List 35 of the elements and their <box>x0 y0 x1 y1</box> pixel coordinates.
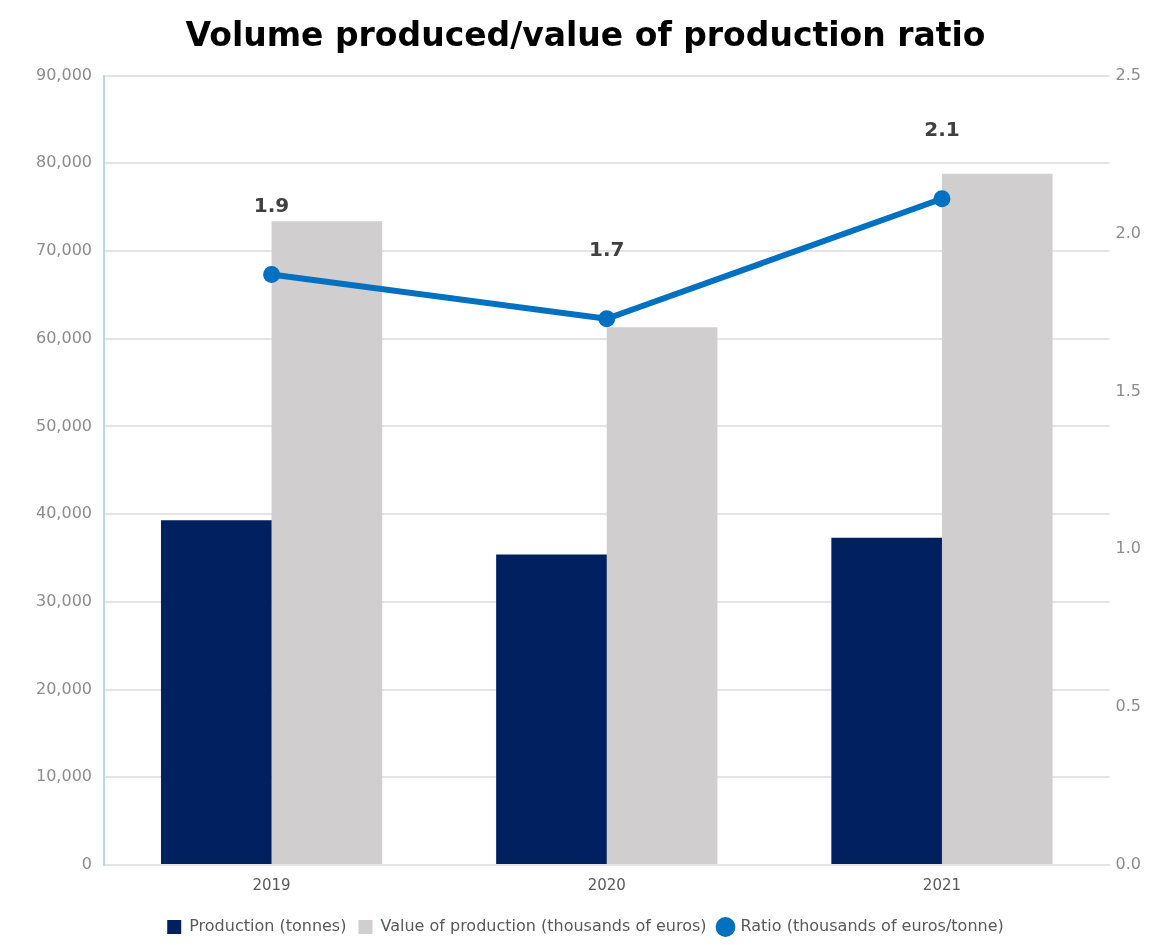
y2-tick-label: 2.5 <box>1115 64 1142 84</box>
y-tick-label: 60,000 <box>36 327 92 347</box>
data-label: 1.7 <box>589 236 625 261</box>
x-tick-label: 2019 <box>252 875 291 894</box>
legend-label: Production (tonnes) <box>189 916 347 936</box>
chart-title: Volume produced/value of production ratio <box>185 15 986 55</box>
y2-tick-label: 0.5 <box>1115 696 1142 716</box>
y-tick-label: 20,000 <box>36 678 92 698</box>
y2-tick-label: 1.5 <box>1115 380 1142 400</box>
y2-tick-label: 2.0 <box>1115 222 1142 242</box>
legend-label: Value of production (thousands of euros) <box>380 916 707 936</box>
bar <box>941 173 1053 864</box>
bar <box>160 520 272 864</box>
y-tick-label: 80,000 <box>36 152 92 172</box>
bar <box>831 537 942 864</box>
y-tick-label: 30,000 <box>36 591 92 611</box>
x-tick-label: 2021 <box>922 875 962 894</box>
y-tick-label: 50,000 <box>36 415 92 435</box>
x-tick-label: 2020 <box>587 875 626 894</box>
point <box>933 190 951 208</box>
legend-label: Ratio (thousands of euros/tonne) <box>740 916 1004 936</box>
y-tick-label: 40,000 <box>36 503 92 523</box>
y2-tick-label: 0.0 <box>1115 854 1142 874</box>
data-label: 2.1 <box>924 116 960 141</box>
y2-tick-label: 1.0 <box>1115 538 1142 558</box>
y-tick-label: 70,000 <box>36 240 92 260</box>
y-tick-label: 0 <box>81 854 92 874</box>
bar <box>496 554 607 864</box>
bar <box>271 221 383 864</box>
y-tick-label: 90,000 <box>36 64 92 84</box>
point <box>598 310 616 328</box>
y-tick-label: 10,000 <box>36 766 92 786</box>
data-label: 1.9 <box>253 192 290 217</box>
point <box>263 266 281 284</box>
bar <box>606 327 718 864</box>
